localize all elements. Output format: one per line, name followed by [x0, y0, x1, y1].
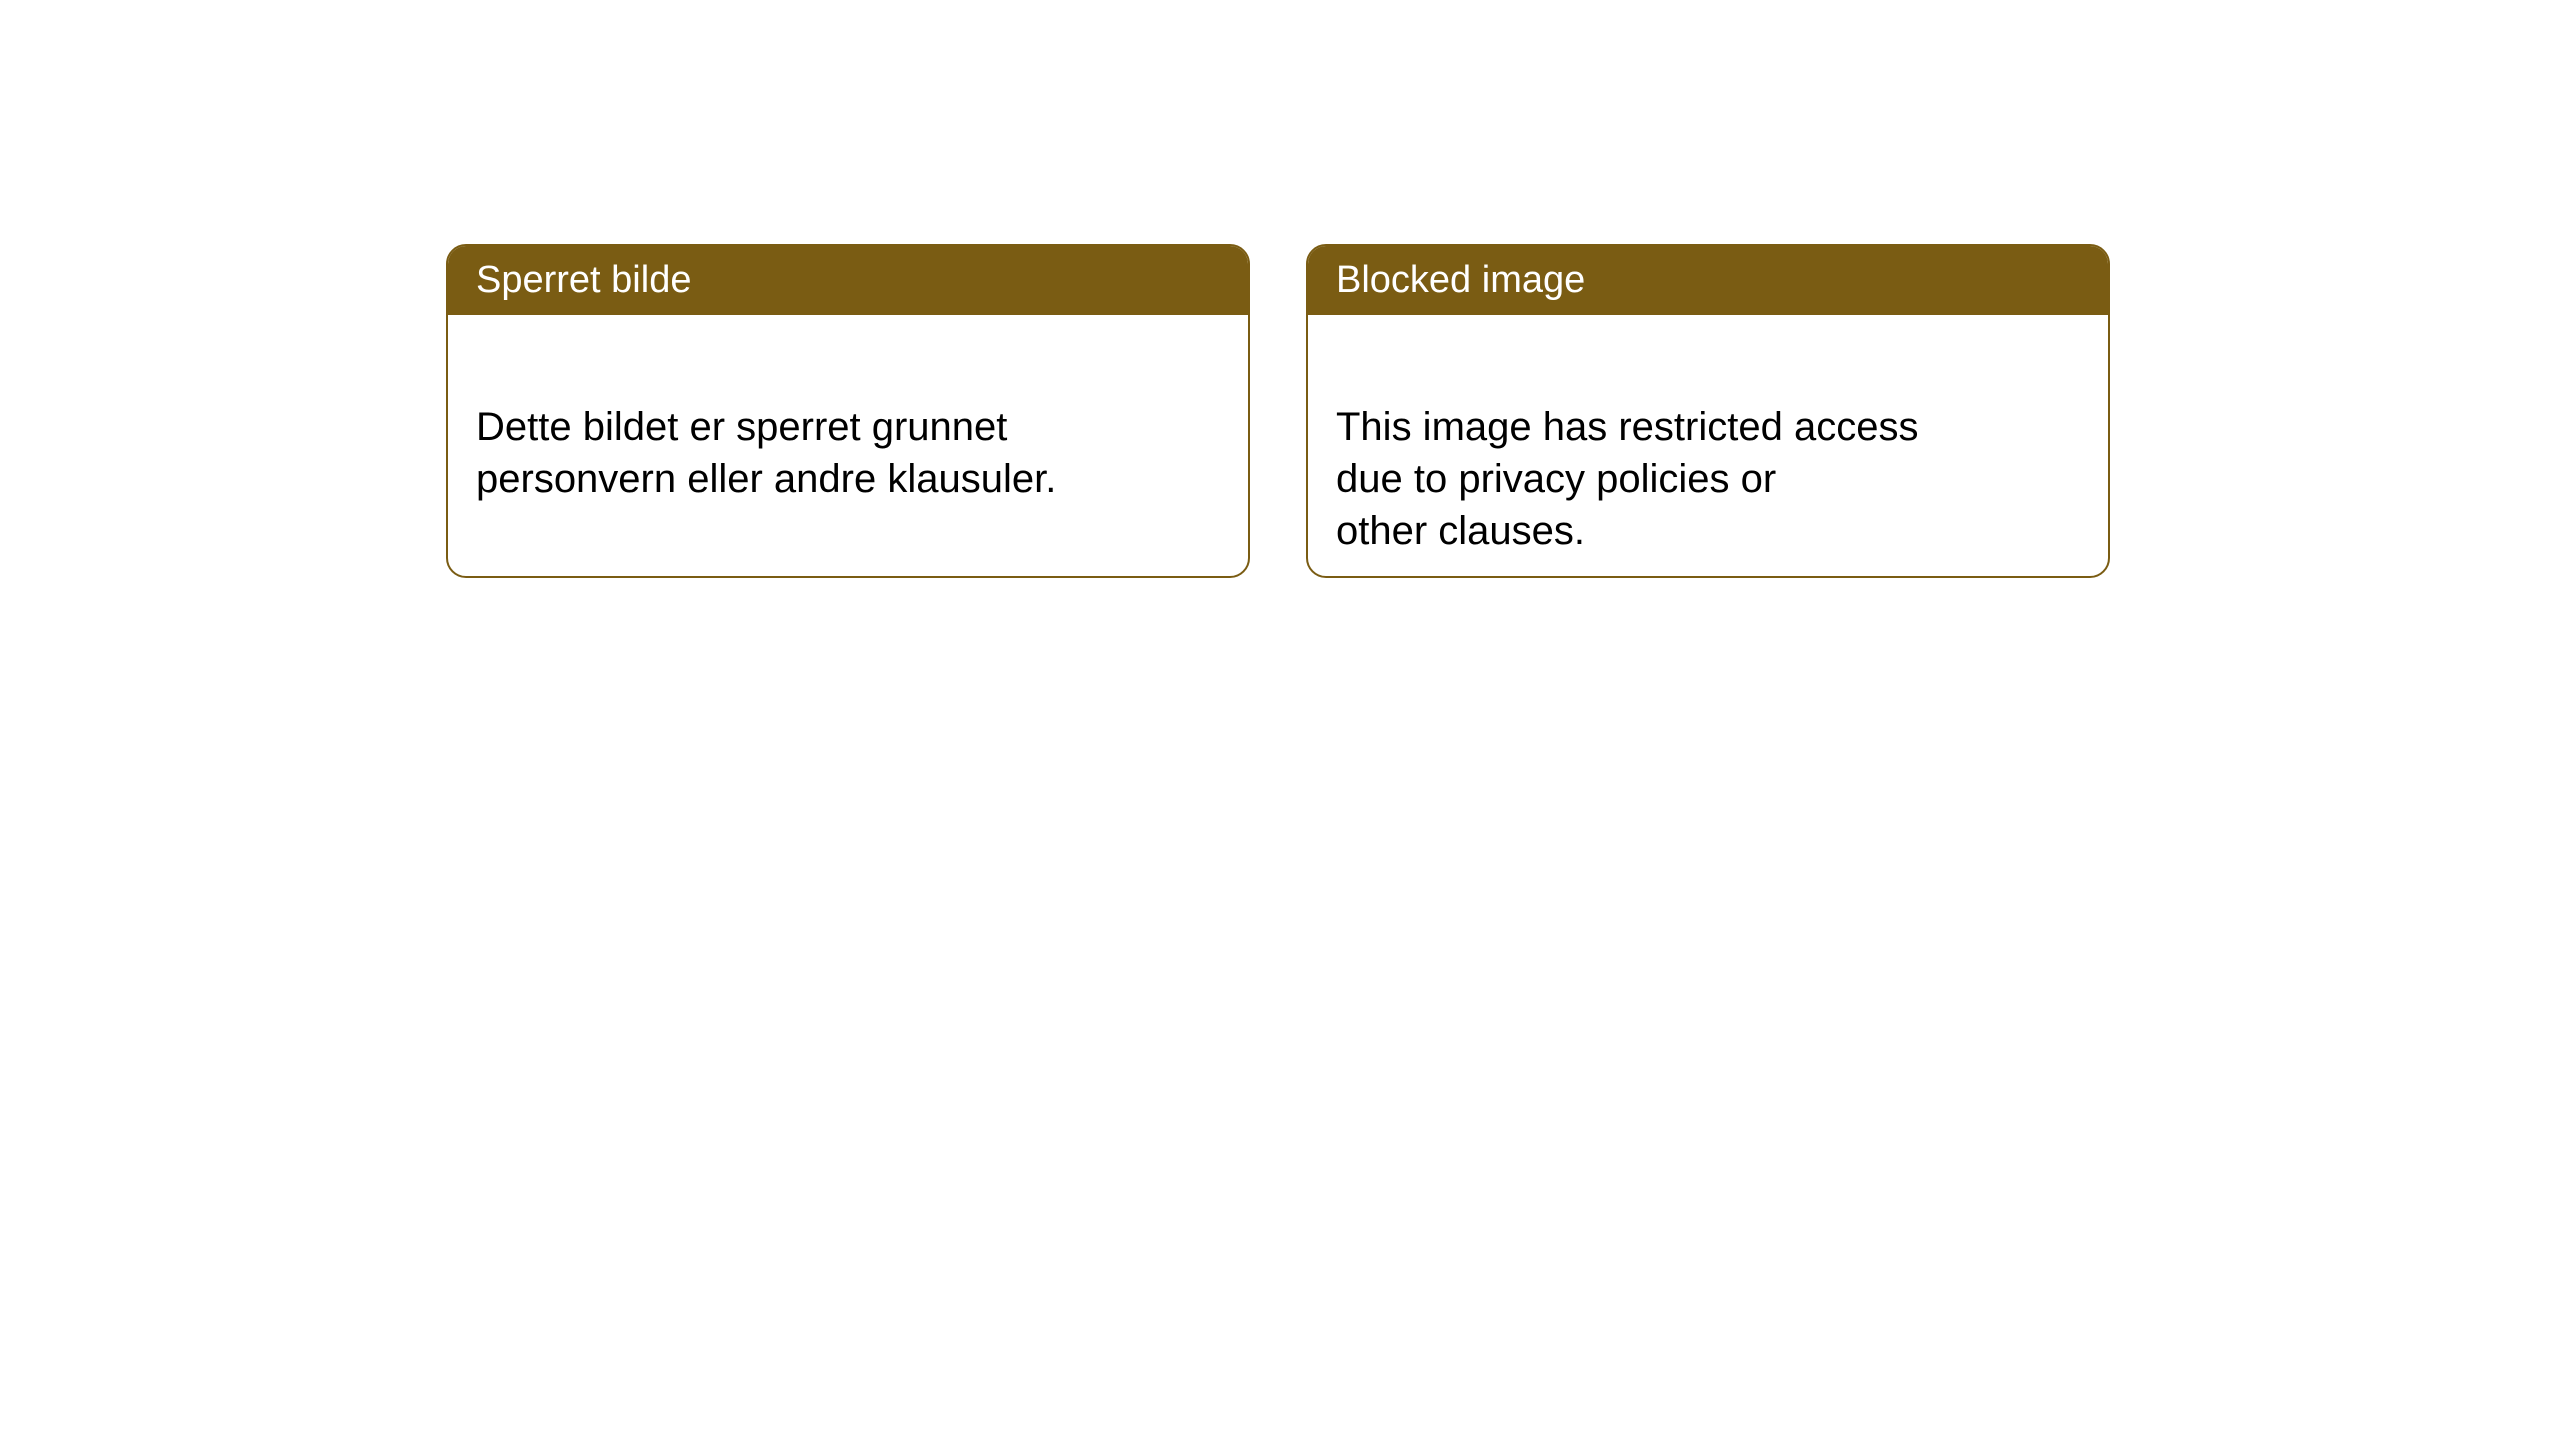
notice-card-english: Blocked image This image has restricted …: [1306, 244, 2110, 578]
notice-title: Sperret bilde: [476, 259, 691, 301]
notice-text: This image has restricted access due to …: [1336, 405, 1918, 553]
notice-body: Dette bildet er sperret grunnet personve…: [448, 315, 1248, 539]
notice-text: Dette bildet er sperret grunnet personve…: [476, 405, 1056, 501]
notice-container: Sperret bilde Dette bildet er sperret gr…: [0, 0, 2560, 578]
notice-header: Sperret bilde: [448, 246, 1248, 315]
notice-header: Blocked image: [1308, 246, 2108, 315]
notice-body: This image has restricted access due to …: [1308, 315, 2108, 578]
notice-card-norwegian: Sperret bilde Dette bildet er sperret gr…: [446, 244, 1250, 578]
notice-title: Blocked image: [1336, 259, 1585, 301]
